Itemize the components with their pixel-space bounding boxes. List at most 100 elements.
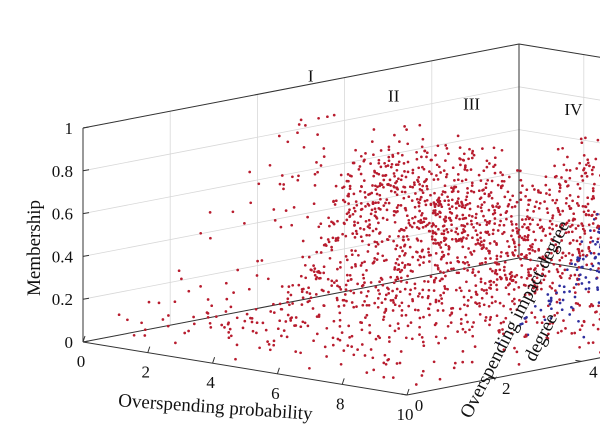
data-point — [210, 304, 214, 308]
data-point — [582, 320, 586, 324]
data-point — [365, 269, 368, 272]
data-point — [422, 167, 426, 171]
data-point — [430, 172, 433, 176]
data-point — [489, 315, 493, 319]
data-point — [517, 228, 521, 232]
data-point — [385, 218, 389, 222]
data-point — [432, 280, 436, 284]
grid-line — [518, 129, 600, 144]
data-point — [454, 216, 458, 220]
data-point — [449, 218, 452, 222]
data-point — [578, 242, 582, 246]
data-point — [187, 329, 190, 333]
data-point — [413, 308, 417, 312]
data-point — [528, 252, 532, 255]
data-point — [231, 210, 235, 214]
data-point — [585, 253, 589, 257]
data-point — [356, 348, 359, 351]
data-point — [345, 258, 349, 262]
data-point — [591, 189, 595, 193]
grid-line — [82, 172, 520, 257]
data-point — [322, 155, 326, 158]
data-point — [575, 268, 579, 271]
data-point — [578, 345, 581, 349]
data-point — [502, 230, 506, 234]
data-point — [227, 331, 231, 334]
data-point — [427, 288, 431, 292]
data-point — [223, 326, 226, 329]
data-point — [386, 238, 390, 242]
data-point — [351, 161, 355, 165]
data-point — [511, 194, 515, 198]
data-point — [558, 301, 562, 305]
data-point — [413, 205, 417, 209]
data-point — [531, 242, 534, 246]
data-point — [380, 183, 384, 187]
data-point — [363, 260, 366, 264]
data-point — [381, 216, 385, 220]
x-axis-title: Overspending probability — [118, 390, 314, 425]
axis-edge — [82, 43, 520, 129]
data-point — [577, 250, 581, 253]
data-point — [405, 234, 409, 238]
data-point — [370, 191, 374, 195]
data-point — [373, 169, 376, 173]
data-point — [428, 221, 431, 225]
data-point — [570, 305, 573, 309]
data-point — [387, 357, 391, 361]
y-tick-label: 4 — [589, 362, 598, 381]
data-point — [575, 167, 579, 170]
data-point — [359, 202, 363, 205]
data-point — [526, 238, 530, 242]
data-point — [578, 304, 582, 307]
data-point — [520, 236, 524, 240]
data-point — [367, 243, 371, 247]
data-point — [568, 290, 571, 293]
data-point — [576, 247, 580, 251]
data-point — [408, 185, 412, 189]
data-point — [256, 259, 259, 263]
data-point — [441, 309, 445, 312]
data-point — [445, 261, 449, 265]
data-point — [443, 285, 446, 288]
data-point — [334, 184, 338, 188]
data-point — [493, 163, 497, 167]
data-point — [378, 184, 382, 188]
data-point — [379, 165, 383, 169]
data-point — [388, 178, 392, 182]
data-point — [330, 279, 334, 283]
data-point — [499, 185, 503, 188]
data-point — [452, 187, 455, 191]
data-point — [299, 274, 303, 278]
data-point — [431, 222, 435, 225]
data-point — [461, 350, 465, 353]
data-point — [385, 198, 389, 201]
data-point — [417, 204, 421, 208]
data-point — [372, 174, 376, 178]
data-point — [488, 318, 492, 321]
data-point — [594, 310, 597, 314]
data-point — [465, 222, 469, 226]
data-point — [584, 171, 588, 175]
data-point — [322, 265, 326, 269]
data-point — [466, 233, 470, 237]
data-point — [257, 182, 261, 186]
data-point — [487, 233, 491, 236]
data-point — [438, 279, 442, 283]
data-point — [319, 236, 323, 240]
data-point — [514, 280, 518, 284]
data-point — [396, 151, 400, 155]
data-point — [466, 260, 469, 264]
data-point — [597, 304, 600, 308]
data-point — [561, 209, 565, 213]
data-point — [272, 339, 276, 343]
data-point — [441, 190, 445, 193]
data-point — [592, 251, 596, 255]
data-point — [434, 300, 438, 304]
data-point — [448, 313, 452, 317]
data-point — [364, 219, 368, 223]
data-point — [493, 156, 497, 160]
data-point — [588, 164, 591, 168]
data-point — [515, 200, 519, 204]
data-point — [523, 317, 527, 320]
